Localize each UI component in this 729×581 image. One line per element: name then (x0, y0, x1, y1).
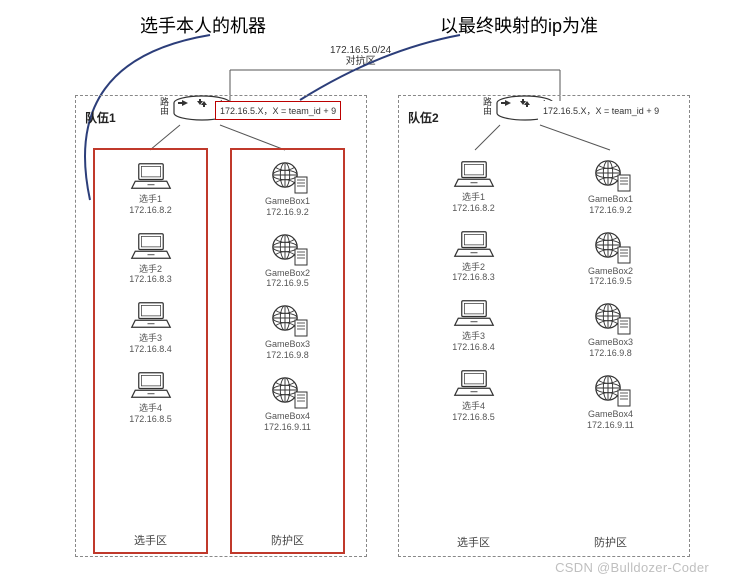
ip-formula-2: 172.16.5.X，X = team_id + 9 (538, 101, 664, 120)
node-label: 选手1172.16.8.2 (129, 194, 172, 216)
zone-label-gameboxes: 防护区 (232, 532, 343, 548)
node-label: 选手3172.16.8.4 (452, 331, 495, 353)
gameboxes-node: GameBox2172.16.9.5 (232, 232, 343, 290)
players-node: 选手1172.16.8.2 (416, 158, 531, 214)
subnet-text: 172.16.5.0/24 (330, 45, 391, 56)
node-label: GameBox3172.16.9.8 (265, 339, 310, 361)
node-label: 选手3172.16.8.4 (129, 333, 172, 355)
zone-label-players: 选手区 (416, 534, 531, 550)
zone-label-gameboxes: 防护区 (553, 534, 668, 550)
node-label: GameBox2172.16.9.5 (588, 266, 633, 288)
players-node: 选手3172.16.8.4 (95, 299, 206, 355)
annotation-right: 以最终映射的ip为准 (440, 12, 598, 38)
team-label-2: 队伍2 (408, 109, 439, 126)
watermark: CSDN @Bulldozer-Coder (555, 560, 709, 575)
players-node: 选手2172.16.8.3 (416, 228, 531, 284)
gameboxes-node: GameBox3172.16.9.8 (232, 303, 343, 361)
annotation-left: 选手本人的机器 (140, 12, 266, 38)
ip-formula-1: 172.16.5.X，X = team_id + 9 (215, 101, 341, 120)
gameboxes-node: GameBox4172.16.9.11 (553, 373, 668, 431)
players-node: 选手3172.16.8.4 (416, 297, 531, 353)
node-label: GameBox1172.16.9.2 (588, 194, 633, 216)
gameboxes-node: GameBox3172.16.9.8 (553, 301, 668, 359)
node-label: GameBox1172.16.9.2 (265, 196, 310, 218)
node-label: 选手2172.16.8.3 (452, 262, 495, 284)
gameboxes-column-team1: GameBox1172.16.9.2 GameBox2172.16.9.5 Game… (230, 148, 345, 554)
node-label: GameBox3172.16.9.8 (588, 337, 633, 359)
node-label: 选手1172.16.8.2 (452, 192, 495, 214)
gameboxes-node: GameBox4172.16.9.11 (232, 375, 343, 433)
node-label: GameBox4172.16.9.11 (587, 409, 634, 431)
players-node: 选手4172.16.8.5 (95, 369, 206, 425)
node-label: 选手4172.16.8.5 (129, 403, 172, 425)
zone-text: 对抗区 (346, 56, 376, 67)
router-label-2: 路由 (481, 97, 494, 115)
gameboxes-column-team2: GameBox1172.16.9.2 GameBox2172.16.9.5 Game… (553, 148, 668, 554)
node-label: GameBox2172.16.9.5 (265, 268, 310, 290)
node-label: 选手2172.16.8.3 (129, 264, 172, 286)
gameboxes-node: GameBox1172.16.9.2 (553, 158, 668, 216)
players-column-team1: 选手1172.16.8.2 选手2172.16.8.3 选手3172.16.8.4 选… (93, 148, 208, 554)
players-node: 选手1172.16.8.2 (95, 160, 206, 216)
router-label-1: 路由 (158, 97, 171, 115)
team-label-1: 队伍1 (85, 109, 116, 126)
players-column-team2: 选手1172.16.8.2 选手2172.16.8.3 选手3172.16.8.4 选… (416, 148, 531, 554)
node-label: GameBox4172.16.9.11 (264, 411, 311, 433)
network-top-label: 172.16.5.0/24 对抗区 (330, 45, 391, 67)
gameboxes-node: GameBox2172.16.9.5 (553, 230, 668, 288)
zone-label-players: 选手区 (95, 532, 206, 548)
players-node: 选手4172.16.8.5 (416, 367, 531, 423)
node-label: 选手4172.16.8.5 (452, 401, 495, 423)
players-node: 选手2172.16.8.3 (95, 230, 206, 286)
gameboxes-node: GameBox1172.16.9.2 (232, 160, 343, 218)
